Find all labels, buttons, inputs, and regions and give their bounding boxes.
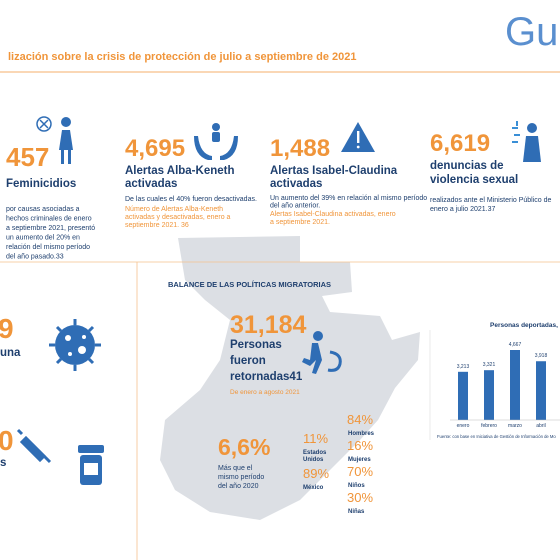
origin-label: Unidos [303,457,324,463]
bar [484,370,494,420]
stat-label: Alertas Alba-Keneth [125,165,235,177]
x-tick-label: febrero [481,423,497,429]
group-label: Niñas [348,509,365,515]
group-percent: 70% [347,464,373,479]
icon-sexual-violence [512,121,541,162]
value-label: 3,321 [483,362,496,368]
icon-returnee [302,331,342,374]
stat-label: denuncias de [430,160,504,172]
icon-warning [341,122,375,152]
stat-value: 0 [0,425,14,456]
group-percent: 30% [347,490,373,505]
x-tick-label: abril [536,423,545,429]
stat-note: del año 2020 [218,483,259,490]
subtitle: lización sobre la crisis de protección d… [8,51,356,63]
x-tick-label: marzo [508,423,522,429]
stat-label: una [0,347,21,359]
value-label: 3,918 [535,353,548,359]
stat-label: fueron [230,355,266,367]
group-percent: 84% [347,412,373,427]
value-label: 3,213 [457,364,470,370]
map-silhouette [160,236,420,520]
value-label: 4,667 [509,342,522,348]
stat-note: un aumento del 20% en [6,235,80,242]
icon-feminicide [36,116,73,164]
x-tick-label: enero [457,423,470,429]
stat-label: retornadas41 [230,371,303,383]
stat-value: 6,6% [218,434,270,460]
stat-note: Más que el [218,465,253,472]
stat-value: 457 [6,142,49,172]
stat-label: Personas [230,339,282,351]
stat-period: De enero a agosto 2021 [230,389,300,396]
stat-label: activadas [270,178,322,190]
origin-label: Estados [303,450,327,456]
stat-source: Alertas Isabel-Claudina activadas, enero [270,211,396,218]
stat-label: violencia sexual [430,174,518,186]
stat-source: activadas y desactivadas, enero a [125,214,231,221]
section-title: BALANCE DE LAS POLÍTICAS MIGRATORIAS [168,280,331,289]
group-percent: 16% [347,438,373,453]
stat-note: De las cuales el 40% fueron desactivadas… [125,196,257,203]
bar [510,350,520,420]
stat-value: 9 [0,313,14,344]
stat-value: 1,488 [270,135,330,162]
country-title: Gua [505,10,560,54]
stat-label: activadas [125,178,177,190]
group-label: Hombres [348,431,375,437]
icon-child [194,123,238,160]
stat-note: Un aumento del 39% en relación al mismo … [270,195,427,202]
group-label: Mujeres [348,457,371,463]
stat-label: s [0,457,6,469]
bar [458,371,468,420]
origin-percent: 11% [303,431,328,446]
stat-label: Feminicidios [6,178,76,190]
stat-source: a septiembre 2021. [270,219,330,226]
stat-note: relación del mismo período [6,244,90,251]
origin-label: México [303,485,324,491]
stat-note: enero a julio 2021.37 [430,206,495,213]
stat-note: del año anterior. [270,203,320,210]
bar [536,361,546,420]
stat-label: Alertas Isabel-Claudina [270,165,398,177]
stat-value: 4,695 [125,135,185,162]
stat-source: septiembre 2021. 36 [125,222,189,229]
stat-note: del año pasado.33 [6,254,64,261]
stat-note: mismo período [218,474,264,481]
stat-source: Número de Alertas Alba-Keneth [125,206,223,213]
stat-value: 31,184 [230,311,307,339]
icon-vaccine [16,428,104,485]
chart-source: Fuente: con base en Iniciativa de Gestió… [437,434,556,439]
icon-virus [49,319,101,371]
stat-note: realizados ante el Ministerio Público de [430,197,552,204]
stat-note: hechos criminales de enero [6,216,92,223]
stat-note: por causas asociadas a [6,206,80,213]
origin-percent: 89% [303,466,329,481]
stat-note: a septiembre 2021, presentó [6,225,95,232]
chart-title: Personas deportadas, e [490,322,560,329]
stat-value: 6,619 [430,130,490,157]
group-label: Niños [348,483,365,489]
